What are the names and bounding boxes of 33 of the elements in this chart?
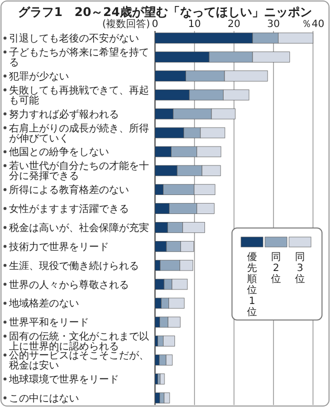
x-tick-label: 20 — [228, 19, 240, 30]
y-tick-label: 若い世代が自分たちの才能を十分に発揮できる — [9, 160, 149, 182]
y-tick-label: 子どもたちが将来に希望を持てる — [9, 46, 149, 69]
y-tick-label: 失敗しても再挑戦できて、再起も可能 — [9, 84, 149, 106]
y-tick-label: 女性がますます活躍できる — [9, 203, 129, 216]
x-tick-label: 0 — [152, 19, 158, 30]
legend-label: 優先順位1位 — [247, 252, 257, 318]
y-tick-label: 努力すれば必ず報われる — [9, 108, 119, 120]
x-tick-label: 10 — [188, 19, 201, 30]
chart-title: グラフ1 20～24歳が望む「なってほしい」ニッポン — [18, 5, 312, 19]
y-tick-label: 世界平和をリード — [9, 316, 89, 329]
y-tick-label: 所得による教育格差のない — [9, 184, 129, 196]
y-tick-label: 生涯、現役で働き続けられる — [9, 260, 139, 272]
legend-label: 同3位 — [295, 252, 305, 285]
bar — [154, 392, 160, 404]
bar — [160, 374, 165, 384]
y-tick-label: 犯罪が少ない — [9, 70, 69, 82]
bar — [164, 392, 170, 404]
y-tick-label: 世界の人々から尊敬される — [9, 278, 129, 291]
y-tick-label: 右肩上がりの成長が続き、所得が伸びていく — [9, 122, 149, 144]
y-tick-label: 公的サービスはそこそこだが、税金は安い — [9, 350, 149, 372]
x-tick-label: ％40 — [302, 19, 324, 30]
y-tick-label: 技術力で世界をリード — [8, 240, 109, 253]
y-tick-label: 地域格差のない — [8, 298, 79, 310]
y-tick-label: 引退しても老後の不安がない — [9, 32, 139, 45]
text: (複数回答) — [102, 18, 150, 30]
bar — [154, 374, 158, 384]
y-tick-label: 税金は高いが、社会保障が充実 — [9, 222, 149, 234]
y-tick-label: 地球環境で世界をリード — [8, 373, 119, 386]
y-tick-label: 他国との紛争をしない — [9, 146, 109, 158]
legend-label: 同2位 — [271, 252, 281, 285]
x-tick-label: 30 — [267, 19, 280, 30]
y-tick-label: この中にはない — [9, 392, 79, 404]
